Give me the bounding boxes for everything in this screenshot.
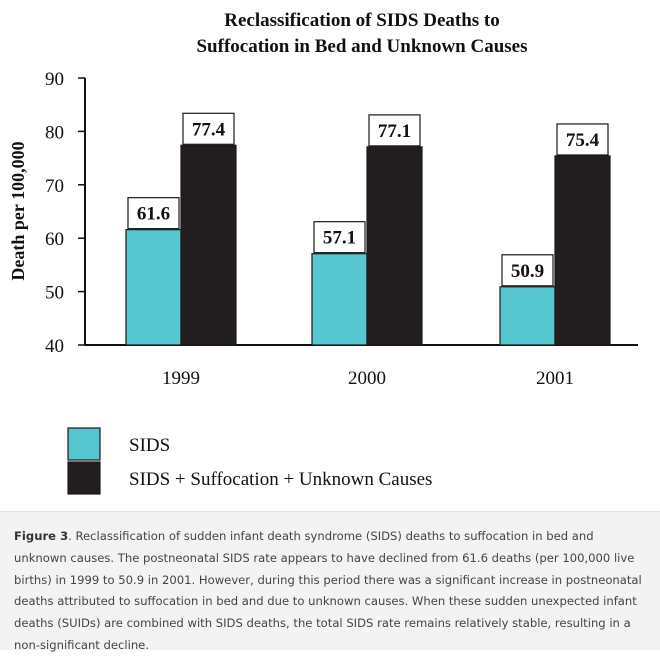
chart-title-line-1: Reclassification of SIDS Deaths to xyxy=(224,10,500,31)
chart-title-line-2: Suffocation in Bed and Unknown Causes xyxy=(196,36,527,57)
bar-sids-2000 xyxy=(311,253,368,346)
data-label-box-sids-1999 xyxy=(127,197,180,230)
data-label-combined-2000: 77.1 xyxy=(378,121,411,142)
data-label-sids-2000: 57.1 xyxy=(323,228,356,249)
y-tick-label-40: 40 xyxy=(45,336,64,357)
bar-combined-2000 xyxy=(366,146,423,346)
data-label-box-combined-2000 xyxy=(368,114,421,147)
legend-label-combined: SIDS + Suffocation + Unknown Causes xyxy=(129,469,432,490)
y-tick-label-60: 60 xyxy=(45,229,64,250)
caption-text: . Reclassification of sudden infant deat… xyxy=(14,529,642,652)
sids-bar-chart: Reclassification of SIDS Deaths to Suffoc… xyxy=(8,10,638,495)
data-label-box-combined-2001 xyxy=(556,123,609,156)
legend-swatch-sids xyxy=(67,427,101,461)
legend-label-sids: SIDS xyxy=(129,435,170,456)
bar-sids-2001 xyxy=(499,286,556,346)
data-label-sids-2001: 50.9 xyxy=(511,261,544,282)
y-tick-label-50: 50 xyxy=(45,283,64,304)
x-tick-label-1999: 1999 xyxy=(162,368,200,389)
y-tick-label-80: 80 xyxy=(45,122,64,143)
x-tick-label-2001: 2001 xyxy=(536,368,574,389)
data-label-box-sids-2001 xyxy=(501,254,554,287)
data-label-sids-1999: 61.6 xyxy=(137,204,170,225)
y-axis-label: Death per 100,000 xyxy=(8,141,28,280)
chart-area: Reclassification of SIDS Deaths to Suffoc… xyxy=(8,10,638,495)
data-label-box-combined-1999 xyxy=(182,112,235,145)
figure-caption: Figure 3. Reclassification of sudden inf… xyxy=(0,511,660,652)
bar-combined-1999 xyxy=(180,144,237,346)
data-label-combined-2001: 75.4 xyxy=(566,130,600,151)
x-tick-label-2000: 2000 xyxy=(348,368,386,389)
data-label-combined-1999: 77.4 xyxy=(192,119,226,140)
y-tick-label-70: 70 xyxy=(45,176,64,197)
data-label-box-sids-2000 xyxy=(313,221,366,254)
y-tick-label-90: 90 xyxy=(45,69,64,90)
bar-combined-2001 xyxy=(554,155,611,346)
bar-sids-1999 xyxy=(125,229,182,346)
caption-label: Figure 3 xyxy=(14,529,69,543)
legend-swatch-combined xyxy=(67,461,101,495)
